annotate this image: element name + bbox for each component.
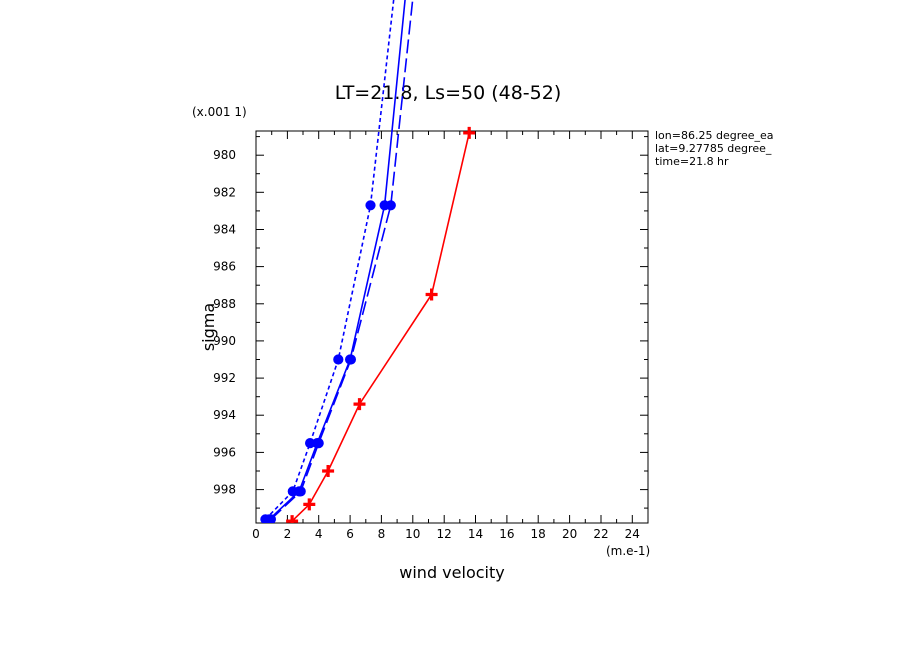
x-tick-label: 2 xyxy=(284,527,292,541)
series-layer xyxy=(260,0,476,523)
y-tick-label: 980 xyxy=(213,148,236,162)
x-tick-label: 22 xyxy=(593,527,608,541)
y-tick-label: 988 xyxy=(213,297,236,311)
x-axis-label: wind velocity xyxy=(399,563,504,582)
minor-ticks xyxy=(256,131,648,523)
x-tick-label: 20 xyxy=(562,527,577,541)
x-tick-label: 6 xyxy=(346,527,354,541)
series-2 xyxy=(260,0,395,523)
series-1 xyxy=(265,0,414,523)
y-tick-label: 990 xyxy=(213,334,236,348)
y-tick-label: 998 xyxy=(213,483,236,497)
x-tick-label: 14 xyxy=(468,527,483,541)
x-tick-label: 18 xyxy=(531,527,546,541)
series-line xyxy=(264,0,395,520)
data-point xyxy=(345,354,356,365)
x-tick-label: 0 xyxy=(252,527,260,541)
series-line xyxy=(268,0,406,520)
x-tick-label: 4 xyxy=(315,527,323,541)
plot-frame xyxy=(255,130,649,524)
x-tick-label: 10 xyxy=(405,527,420,541)
y-axis: 980 982 984 986 988 990 992 994 996 998 xyxy=(213,148,648,497)
data-point xyxy=(425,288,438,301)
y-axis-label: sigma xyxy=(199,303,218,351)
data-point xyxy=(286,515,299,523)
info-line-time: time=21.8 hr xyxy=(655,155,729,168)
y-unit-label: (x.001 1) xyxy=(192,105,247,119)
series-3 xyxy=(286,126,476,523)
y-tick-label: 986 xyxy=(213,260,236,274)
chart-title: LT=21.8, Ls=50 (48-52) xyxy=(335,82,562,104)
x-tick-label: 12 xyxy=(437,527,452,541)
series-line xyxy=(270,0,414,520)
y-tick-label: 982 xyxy=(213,185,236,199)
info-line-lon: lon=86.25 degree_ea xyxy=(655,129,774,142)
series-line xyxy=(291,132,470,522)
data-point xyxy=(260,514,271,523)
data-point xyxy=(365,200,376,211)
info-line-lat: lat=9.27785 degree_ xyxy=(655,142,772,155)
info-box: lon=86.25 degree_ea lat=9.27785 degree_ … xyxy=(655,129,774,168)
series-0 xyxy=(264,0,406,523)
data-point xyxy=(353,398,366,411)
y-tick-label: 996 xyxy=(213,445,236,459)
data-point xyxy=(385,200,396,211)
x-tick-label: 24 xyxy=(625,527,640,541)
y-tick-label: 992 xyxy=(213,371,236,385)
y-tick-label: 994 xyxy=(213,408,236,422)
data-point xyxy=(313,438,324,449)
data-point xyxy=(287,486,298,497)
x-tick-label: 8 xyxy=(378,527,386,541)
data-point xyxy=(305,438,316,449)
data-point xyxy=(333,354,344,365)
y-tick-label: 984 xyxy=(213,223,236,237)
data-point xyxy=(463,126,476,139)
x-unit-label: (m.e-1) xyxy=(606,544,650,558)
data-point xyxy=(322,465,335,477)
x-tick-label: 16 xyxy=(499,527,514,541)
x-axis: 0 2 4 6 8 10 12 14 16 18 20 22 24 xyxy=(252,131,640,541)
data-point xyxy=(303,498,316,511)
